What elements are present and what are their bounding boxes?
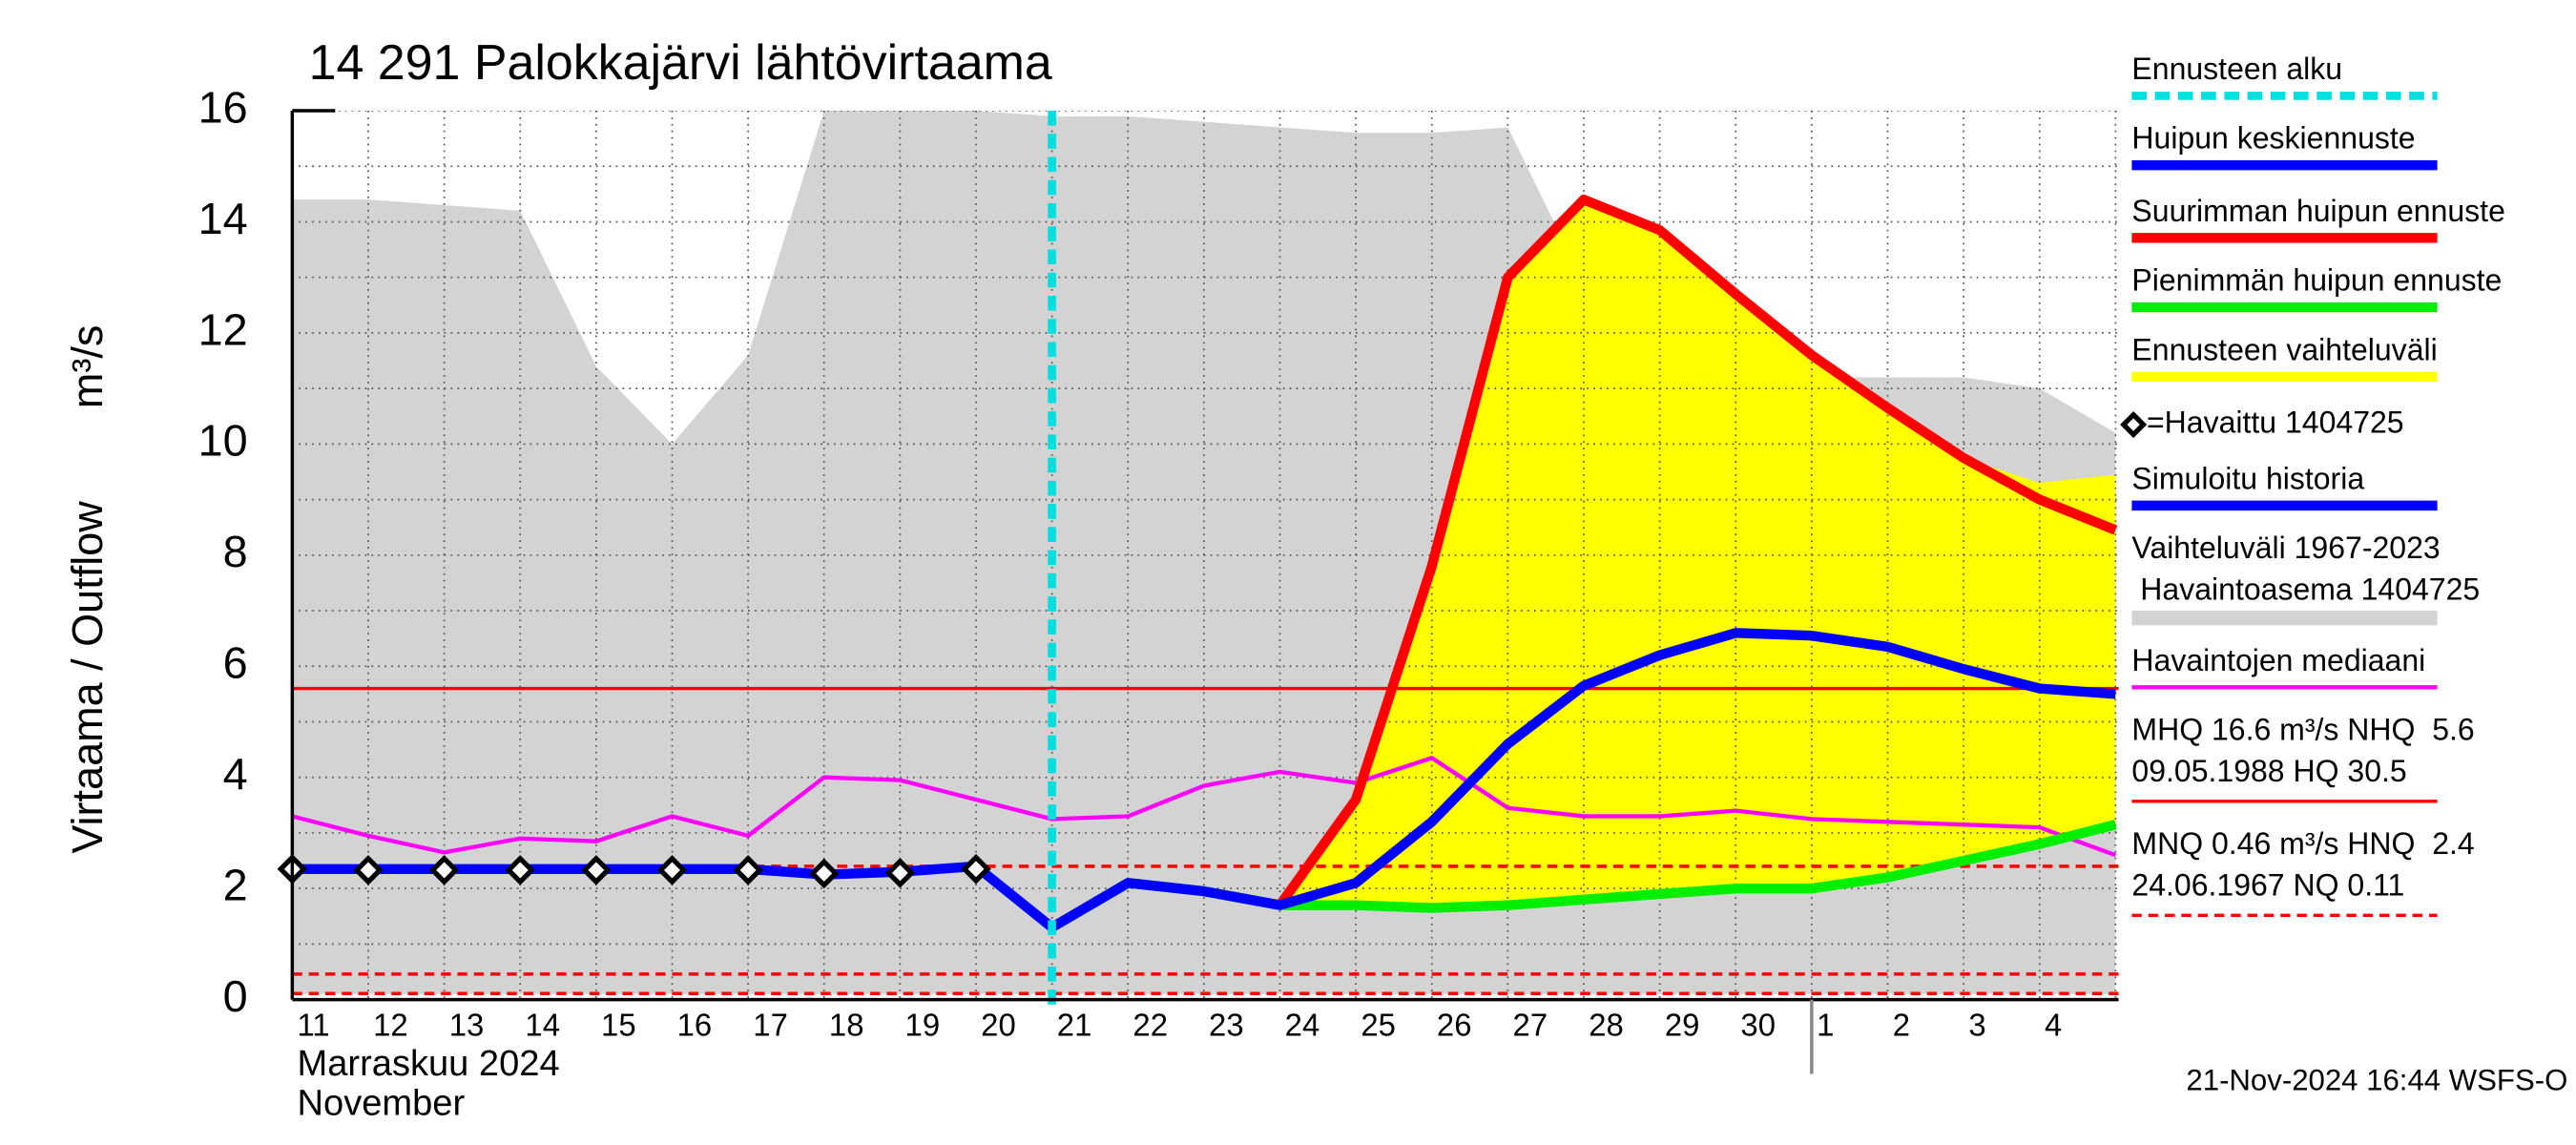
y-tick-label: 10 xyxy=(198,416,248,466)
y-tick-label: 8 xyxy=(223,527,248,576)
x-tick-label: 3 xyxy=(1968,1008,1985,1043)
y-tick-label: 0 xyxy=(223,971,248,1021)
legend-label: Huipun keskiennuste xyxy=(2131,121,2415,156)
legend-label: Suurimman huipun ennuste xyxy=(2131,194,2504,228)
observed-point xyxy=(808,858,840,889)
plot-area xyxy=(292,111,2119,1000)
legend-label: Simuloitu historia xyxy=(2131,461,2364,495)
observed-point xyxy=(961,853,991,885)
x-tick-label: 16 xyxy=(677,1008,713,1043)
y-axis-label: Virtaama / Outflow xyxy=(63,501,112,854)
y-tick-label: 6 xyxy=(223,638,248,688)
y-tick-label: 16 xyxy=(198,82,248,132)
legend-label: Ennusteen alku xyxy=(2131,52,2342,86)
observed-point xyxy=(505,855,536,885)
footer: 21-Nov-2024 16:44 WSFS-O xyxy=(2186,1063,2567,1096)
observed-point xyxy=(353,855,384,885)
legend-label: =Havaittu 1404725 xyxy=(2147,405,2404,439)
y-tick-label: 4 xyxy=(223,749,248,799)
x-tick-label: 24 xyxy=(1285,1008,1320,1043)
x-tick-label: 30 xyxy=(1740,1008,1776,1043)
range-band xyxy=(1279,199,2116,908)
legend-note: 24.06.1967 NQ 0.11 xyxy=(2131,867,2404,902)
x-axis-label: Marraskuu 2024 xyxy=(298,1044,560,1084)
x-tick-label: 15 xyxy=(601,1008,636,1043)
series-line xyxy=(1049,628,2116,932)
x-tick-label: 26 xyxy=(1437,1008,1472,1043)
x-tick-label: 13 xyxy=(449,1008,485,1043)
observed-point xyxy=(884,858,916,888)
legend-swatch xyxy=(2120,410,2148,439)
x-tick-label: 1 xyxy=(1817,1008,1834,1043)
x-tick-label: 11 xyxy=(298,1008,330,1043)
x-tick-label: 14 xyxy=(525,1008,560,1043)
x-tick-label: 27 xyxy=(1513,1008,1548,1043)
observed-point xyxy=(428,855,460,885)
legend-note: MHQ 16.6 m³/s NHQ 5.6 xyxy=(2131,713,2474,747)
observed-point xyxy=(656,855,688,885)
x-tick-label: 2 xyxy=(1893,1008,1910,1043)
x-tick-label: 4 xyxy=(2045,1008,2062,1043)
x-tick-label: 21 xyxy=(1057,1008,1092,1043)
observed-point xyxy=(581,855,612,885)
y-tick-label: 12 xyxy=(198,304,248,354)
x-tick-label: 23 xyxy=(1209,1008,1244,1043)
x-tick-label: 18 xyxy=(829,1008,864,1043)
x-tick-label: 25 xyxy=(1361,1008,1396,1043)
series-line xyxy=(1276,194,2118,908)
x-tick-label: 22 xyxy=(1132,1008,1168,1043)
legend-label: Pienimmän huipun ennuste xyxy=(2131,263,2502,298)
legend-label: Havaintoasema 1404725 xyxy=(2131,572,2480,606)
x-tick-label: 17 xyxy=(753,1008,788,1043)
legend-label: Ennusteen vaihteluväli xyxy=(2131,332,2437,366)
x-tick-label: 19 xyxy=(905,1008,941,1043)
observed-point xyxy=(733,855,763,885)
x-tick-label: 20 xyxy=(981,1008,1016,1043)
x-tick-label: 12 xyxy=(373,1008,408,1043)
chart-title: 14 291 Palokkajärvi lähtövirtaama xyxy=(309,35,1052,91)
series-line xyxy=(292,756,2117,858)
x-tick-label: 28 xyxy=(1589,1008,1624,1043)
legend-note: 09.05.1988 HQ 30.5 xyxy=(2131,754,2406,788)
x-axis-label: November xyxy=(298,1083,466,1123)
legend-note: MNQ 0.46 m³/s HNQ 2.4 xyxy=(2131,826,2474,861)
y-axis-unit: m³/s xyxy=(63,325,112,409)
legend-label: Havaintojen mediaani xyxy=(2131,643,2425,677)
x-tick-label: 29 xyxy=(1665,1008,1700,1043)
legend-label: Vaihteluväli 1967-2023 xyxy=(2131,531,2440,565)
y-tick-label: 2 xyxy=(223,861,248,910)
y-tick-label: 14 xyxy=(198,194,248,243)
